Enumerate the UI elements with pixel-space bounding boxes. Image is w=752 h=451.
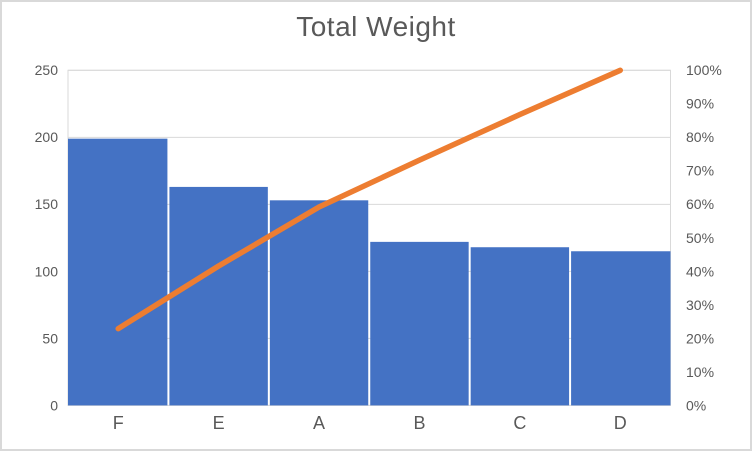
right-axis-tick: 20% <box>686 330 714 346</box>
category-label: E <box>213 413 225 433</box>
category-label: B <box>413 413 425 433</box>
right-axis-tick: 70% <box>686 163 714 179</box>
bar-B <box>370 241 469 406</box>
right-axis-tick: 80% <box>686 129 714 145</box>
left-axis-tick: 150 <box>35 196 59 212</box>
left-axis-tick: 200 <box>35 129 59 145</box>
cumulative-line <box>115 67 624 332</box>
category-label: C <box>513 413 526 433</box>
right-axis-tick: 40% <box>686 263 714 279</box>
bar-C <box>470 247 570 406</box>
left-axis-tick: 0 <box>50 397 58 413</box>
category-label: F <box>113 413 124 433</box>
right-axis-tick: 50% <box>686 230 714 246</box>
right-axis-tick: 60% <box>686 196 714 212</box>
right-axis-tick: 30% <box>686 297 714 313</box>
category-label: A <box>313 413 325 433</box>
category-label: D <box>614 413 627 433</box>
right-axis-tick: 0% <box>686 397 706 413</box>
right-axis-tick: 10% <box>686 364 714 380</box>
left-axis-tick: 100 <box>35 263 59 279</box>
left-axis-tick: 250 <box>35 62 59 78</box>
right-axis-tick: 90% <box>686 96 714 112</box>
left-axis-tick: 50 <box>42 330 58 346</box>
bar-F <box>68 138 168 406</box>
bar-E <box>169 186 268 406</box>
chart-title: Total Weight <box>296 11 456 42</box>
bar-A <box>269 200 369 406</box>
right-axis-tick: 100% <box>686 62 722 78</box>
bar-D <box>571 251 671 406</box>
